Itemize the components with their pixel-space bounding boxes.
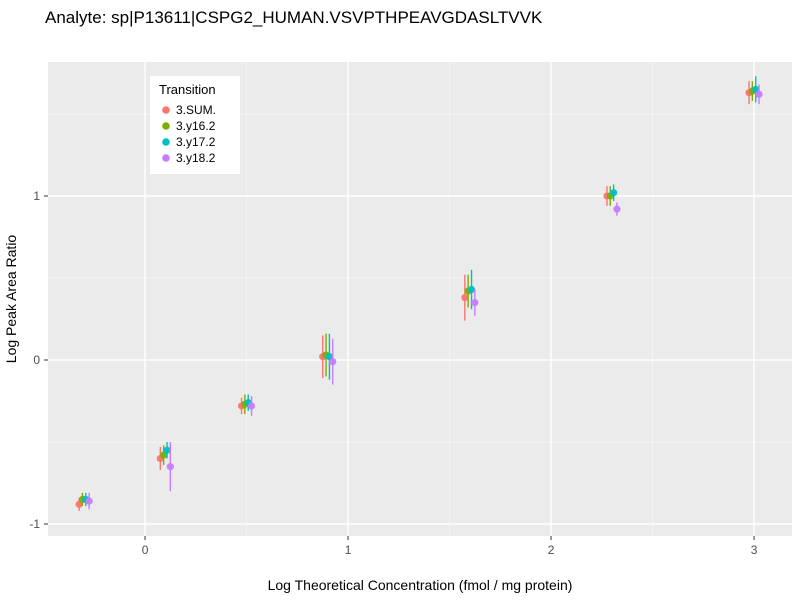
legend-key-icon [162,106,170,114]
y-tick-label: -1 [29,517,40,531]
data-point [610,189,618,197]
legend-entry-label: 3.y18.2 [176,151,216,165]
y-tick-label: 0 [33,353,40,367]
x-tick-label: 0 [142,543,149,557]
x-axis-title: Log Theoretical Concentration (fmol / mg… [268,577,573,593]
legend-key-icon [162,138,170,146]
series-3.y16.2 [78,81,756,506]
y-tick-label: 1 [33,189,40,203]
data-point [247,402,256,410]
plot-svg: 0 1 2 3 -1 0 1 Transition 3.SUM. 3.y16.2 3.y17.2 3… [3,62,792,593]
x-tick-label: 2 [548,543,555,557]
data-point [467,285,476,294]
y-axis-title: Log Peak Area Ratio [3,235,19,364]
series-3.y18.2 [85,84,763,510]
plot-title: Analyte: sp|P13611|CSPG2_HUMAN.VSVPTHPEA… [45,8,543,27]
data-point [85,497,93,505]
x-tick-label: 3 [751,543,758,557]
data-point [329,358,337,366]
data-point [755,90,763,98]
legend-title: Transition [159,82,216,97]
x-tick-label: 1 [345,543,352,557]
legend-key-icon [162,154,170,162]
legend-key-icon [162,122,170,130]
data-point [461,294,469,302]
data-point [166,463,174,471]
data-point [613,205,621,213]
data-point [471,299,479,307]
data-point [163,446,171,454]
legend-entry-label: 3.y16.2 [176,119,216,133]
legend-entry-label: 3.SUM. [176,103,216,117]
legend-entry-label: 3.y17.2 [176,135,216,149]
